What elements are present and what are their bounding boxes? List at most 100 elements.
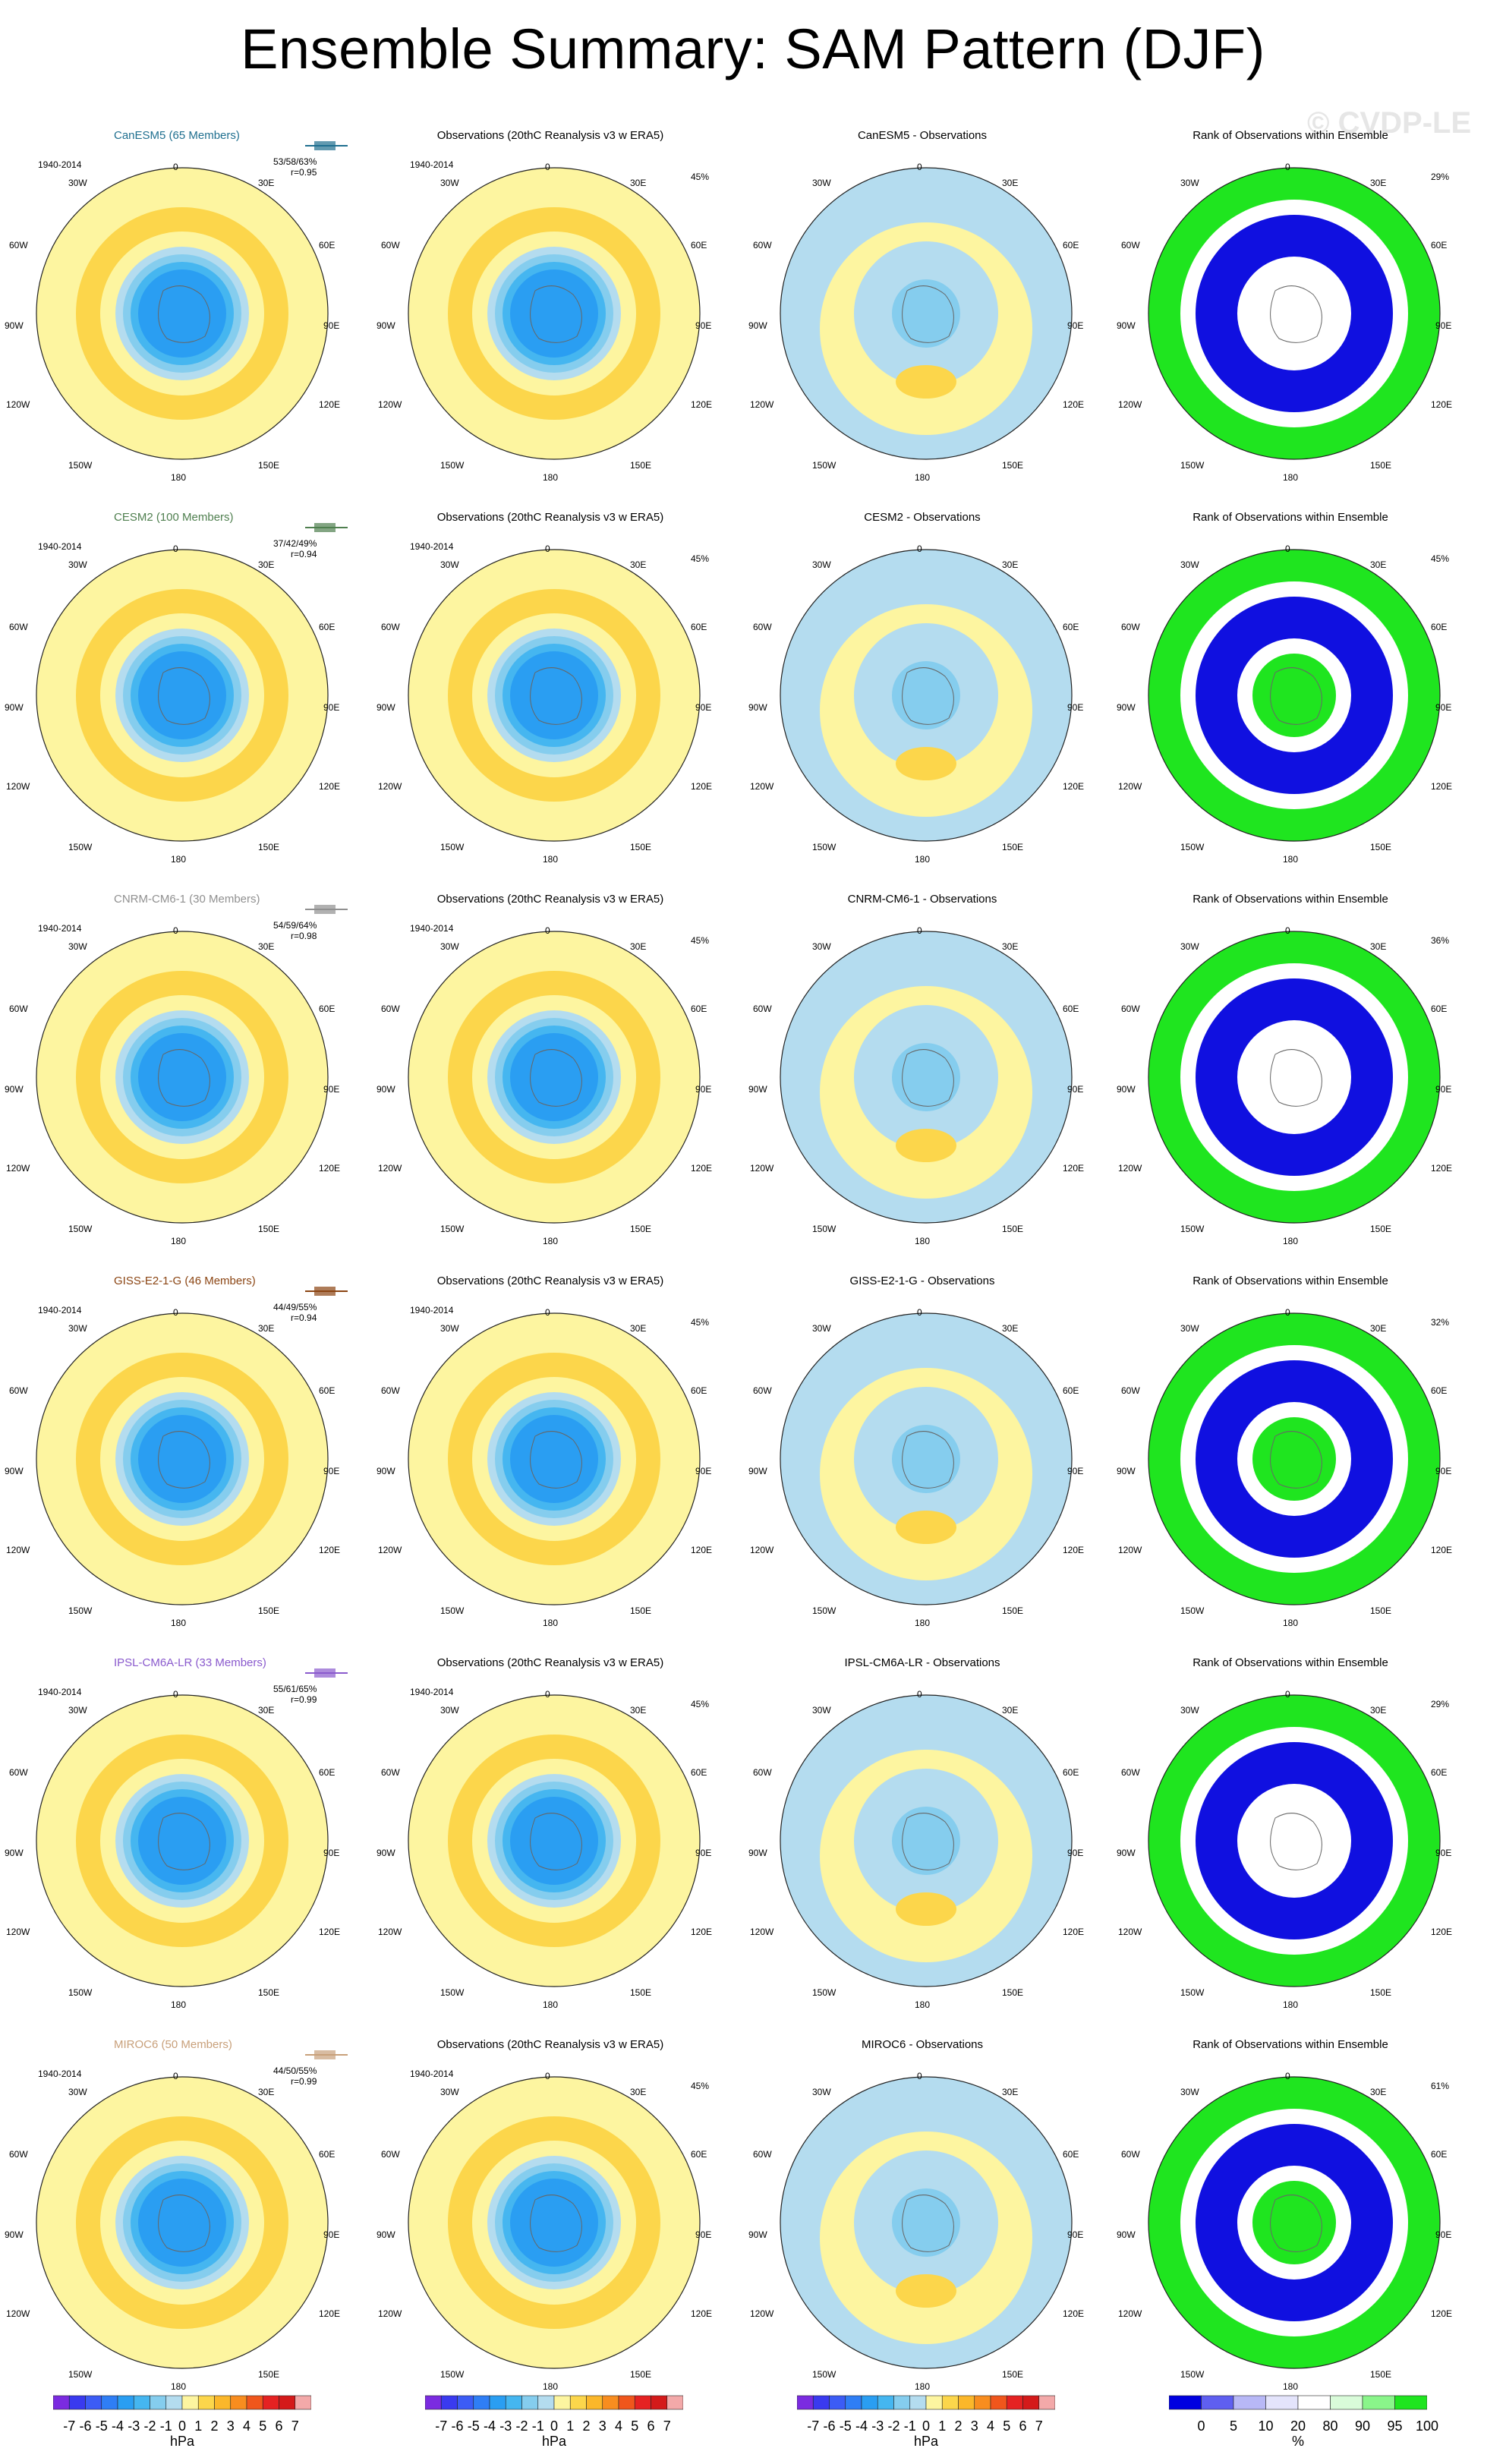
lon-label-bl: 150W	[812, 1987, 836, 1998]
colorbar-tick: -5	[839, 2418, 852, 2434]
colorbar-tick: 20	[1290, 2418, 1306, 2434]
boxplot-icon	[304, 1667, 349, 1679]
colorbar-swatch	[553, 2395, 571, 2410]
colorbar-tick: -2	[887, 2418, 900, 2434]
colorbar-swatch	[941, 2395, 959, 2410]
colorbar-swatch	[958, 2395, 975, 2410]
rank-title: Rank of Observations within Ensemble	[1193, 129, 1388, 142]
lon-label-bl: 150W	[1180, 1224, 1205, 1234]
pattern-correlation: r=0.94	[291, 549, 317, 559]
lon-label-top: 0	[1285, 925, 1290, 936]
obs-percent: 45%	[691, 553, 710, 564]
colorbar-swatch	[634, 2395, 651, 2410]
colorbar-tick: 3	[970, 2418, 978, 2434]
obs-map	[408, 549, 701, 842]
rank-map	[1148, 2076, 1441, 2369]
lon-label-tr: 30E	[258, 178, 275, 188]
lon-label-ur: 60E	[319, 1004, 336, 1014]
lon-label-ul: 60W	[9, 1385, 28, 1396]
lon-label-ll: 120W	[378, 1163, 402, 1174]
lon-label-right: 90E	[1435, 1084, 1452, 1095]
period-label: 1940-2014	[410, 159, 454, 170]
model-panel: IPSL-CM6A-LR (33 Members) 1940-2014 55/61/…	[0, 1647, 357, 2027]
obs-panel: Observations (20thC Reanalysis v3 w ERA5…	[372, 1647, 729, 2027]
lon-label-tl: 30W	[68, 1705, 87, 1716]
rank-percent: 29%	[1431, 1699, 1450, 1709]
lon-label-lr: 120E	[319, 399, 341, 410]
colorbar-tick: 7	[291, 2418, 299, 2434]
period-label: 1940-2014	[410, 541, 454, 552]
colorbar-swatch	[68, 2395, 86, 2410]
colorbar-rank: 0 5 10 20 80 90 95 100%	[1168, 2394, 1438, 2455]
colorbar-tick: 100	[1415, 2418, 1439, 2434]
obs-percent: 45%	[691, 935, 710, 946]
boxplot-icon	[304, 521, 349, 534]
colorbar-swatch	[52, 2395, 70, 2410]
lon-label-ur: 60E	[1431, 240, 1448, 250]
diff-title: CESM2 - Observations	[864, 511, 981, 524]
lon-label-bottom: 180	[915, 2381, 931, 2392]
colorbar-tick: 80	[1322, 2418, 1338, 2434]
lon-label-bl: 150W	[1180, 2369, 1205, 2380]
lon-label-br: 150E	[1370, 1987, 1392, 1998]
lon-label-ul: 60W	[753, 1385, 772, 1396]
colorbar-unit: %	[1291, 2434, 1305, 2449]
lon-label-right: 90E	[1435, 1848, 1452, 1858]
lon-label-tr: 30E	[1002, 559, 1019, 570]
lon-label-bl: 150W	[440, 1987, 465, 1998]
lon-label-br: 150E	[258, 2369, 280, 2380]
lon-label-tl: 30W	[440, 1323, 459, 1334]
colorbar-tick: 0	[550, 2418, 559, 2434]
lon-label-bottom: 180	[171, 1999, 187, 2010]
colorbar-tick: 0	[1197, 2418, 1205, 2434]
colorbar-swatch	[181, 2395, 199, 2410]
colorbar-tick: 0	[178, 2418, 187, 2434]
colorbar-tick: 1	[566, 2418, 575, 2434]
lon-label-ur: 60E	[1431, 1767, 1448, 1778]
colorbar-swatch	[877, 2395, 894, 2410]
colorbar-tick: -3	[499, 2418, 512, 2434]
lon-label-ul: 60W	[753, 1004, 772, 1014]
obs-map	[408, 1312, 701, 1605]
lon-label-ll: 120W	[6, 781, 30, 792]
lon-label-lr: 120E	[691, 399, 713, 410]
boxplot-icon	[304, 903, 349, 915]
lon-label-right: 90E	[695, 1466, 712, 1476]
lon-label-ur: 60E	[319, 2149, 336, 2160]
lon-label-ll: 120W	[1118, 2308, 1142, 2319]
lon-label-bottom: 180	[1283, 1999, 1299, 2010]
period-label: 1940-2014	[410, 2069, 454, 2079]
lon-label-ll: 120W	[1118, 781, 1142, 792]
lon-label-ll: 120W	[6, 2308, 30, 2319]
lon-label-left: 90W	[748, 320, 767, 331]
lon-label-tl: 30W	[440, 941, 459, 952]
colorbar-tick: 1	[194, 2418, 203, 2434]
lon-label-tr: 30E	[1370, 2087, 1387, 2097]
lon-label-bl: 150W	[812, 1224, 836, 1234]
colorbar-swatch	[1201, 2395, 1234, 2410]
lon-label-right: 90E	[323, 1084, 340, 1095]
colorbar-tick: -2	[515, 2418, 528, 2434]
lon-label-bl: 150W	[812, 842, 836, 852]
colorbar-tick: -4	[111, 2418, 124, 2434]
lon-label-br: 150E	[630, 842, 652, 852]
lon-label-right: 90E	[323, 1466, 340, 1476]
lon-label-top: 0	[917, 2071, 922, 2081]
colorbar-swatch	[845, 2395, 862, 2410]
lon-label-left: 90W	[5, 2229, 24, 2240]
pattern-percent: 37/42/49%	[273, 538, 317, 549]
lon-label-ul: 60W	[1121, 240, 1140, 250]
lon-label-top: 0	[173, 1307, 178, 1318]
lon-label-ul: 60W	[9, 240, 28, 250]
rank-percent: 45%	[1431, 553, 1450, 564]
colorbar-swatch	[133, 2395, 150, 2410]
lon-label-tr: 30E	[1370, 1323, 1387, 1334]
lon-label-left: 90W	[376, 1848, 395, 1858]
lon-label-left: 90W	[1117, 1466, 1136, 1476]
lon-label-top: 0	[917, 925, 922, 936]
lon-label-bottom: 180	[915, 472, 931, 483]
lon-label-ur: 60E	[1063, 240, 1079, 250]
model-panel: CESM2 (100 Members) 1940-2014 37/42/49% r=0…	[0, 502, 357, 881]
colorbar-tick: 4	[986, 2418, 995, 2434]
colorbar-swatch	[666, 2395, 684, 2410]
